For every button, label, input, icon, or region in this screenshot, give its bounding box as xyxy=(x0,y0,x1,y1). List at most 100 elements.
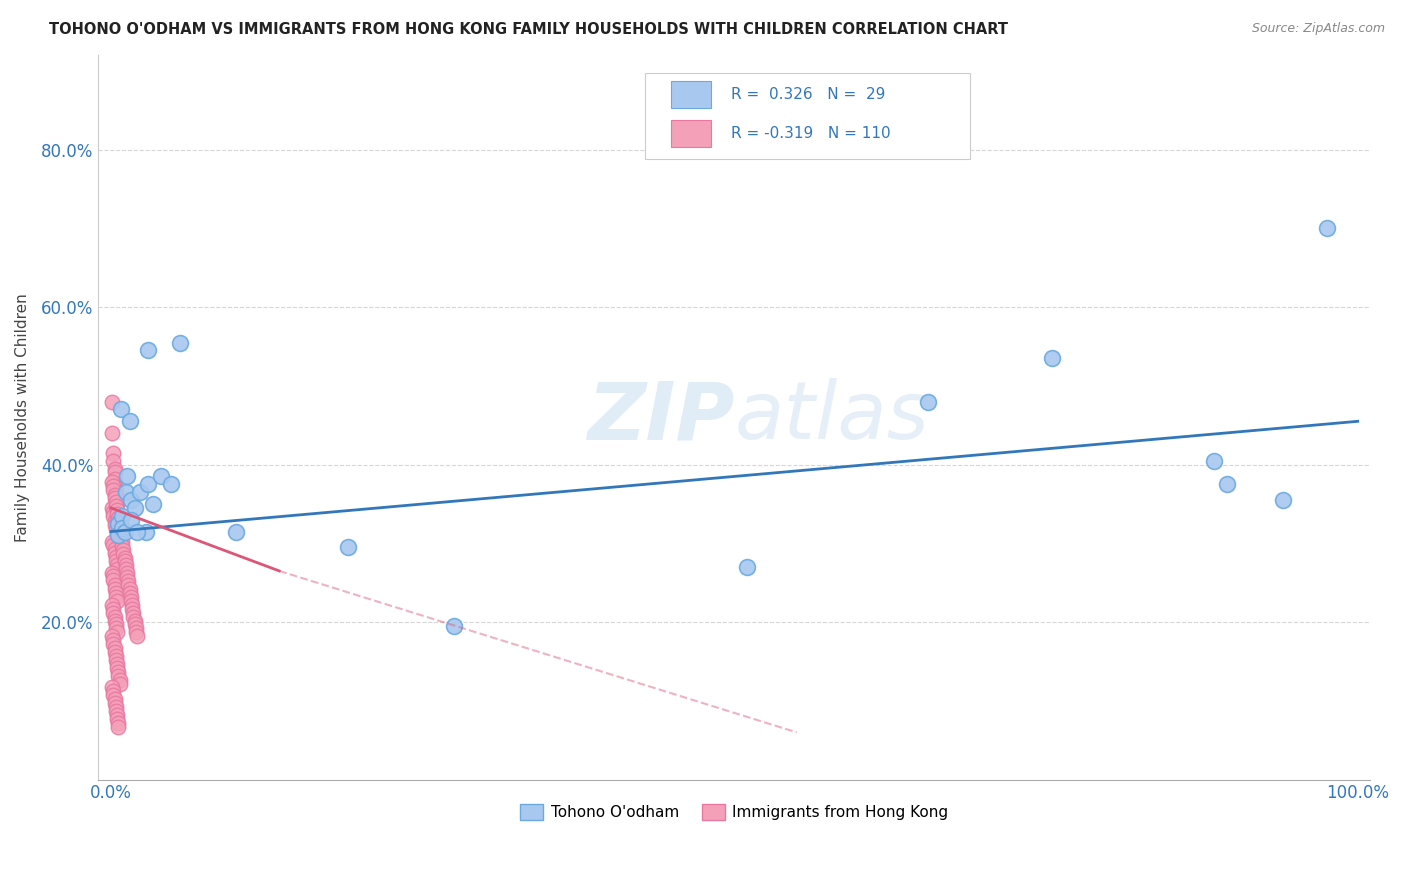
Point xyxy=(127,524,149,539)
Point xyxy=(114,524,136,539)
Point xyxy=(103,601,125,615)
Point xyxy=(104,609,127,624)
Text: Source: ZipAtlas.com: Source: ZipAtlas.com xyxy=(1251,22,1385,36)
Point xyxy=(103,508,125,523)
Point xyxy=(149,469,172,483)
Point xyxy=(104,617,127,632)
Point xyxy=(1315,221,1337,235)
Point xyxy=(127,629,149,643)
Text: atlas: atlas xyxy=(734,378,929,457)
Point xyxy=(110,402,132,417)
Point xyxy=(104,614,127,628)
Point xyxy=(115,566,138,581)
Point xyxy=(104,495,127,509)
Point xyxy=(101,566,124,580)
Point xyxy=(121,601,143,615)
Point xyxy=(120,513,142,527)
Point xyxy=(104,518,127,533)
Point xyxy=(118,414,141,428)
Point xyxy=(110,531,132,545)
Point xyxy=(107,668,129,682)
Point xyxy=(107,528,129,542)
Point xyxy=(1271,493,1294,508)
Point xyxy=(104,487,127,501)
Point xyxy=(103,505,125,519)
Point xyxy=(111,534,134,549)
Y-axis label: Family Households with Children: Family Households with Children xyxy=(15,293,30,541)
Point xyxy=(104,554,127,568)
Point xyxy=(1040,351,1063,366)
Point xyxy=(336,541,359,555)
Point xyxy=(107,515,129,529)
Point xyxy=(120,590,142,604)
Point xyxy=(114,554,136,568)
Point xyxy=(128,485,150,500)
Point xyxy=(103,483,125,497)
Point xyxy=(105,503,128,517)
Point xyxy=(105,497,128,511)
Point xyxy=(104,582,127,596)
Point xyxy=(124,614,146,628)
Point xyxy=(103,479,125,493)
Point xyxy=(105,625,128,640)
Point xyxy=(104,549,127,564)
Point xyxy=(104,472,127,486)
Point xyxy=(104,500,127,514)
Point xyxy=(101,598,124,612)
Point xyxy=(120,594,142,608)
Point xyxy=(104,487,127,501)
Point xyxy=(115,485,138,500)
Point xyxy=(111,508,134,523)
Point xyxy=(103,633,125,648)
Point xyxy=(111,520,134,534)
Bar xyxy=(671,80,711,108)
Point xyxy=(443,619,465,633)
Point xyxy=(125,625,148,640)
Point xyxy=(159,477,181,491)
Point xyxy=(101,500,124,515)
Point xyxy=(142,497,165,511)
Point xyxy=(104,696,127,710)
Point xyxy=(104,700,127,714)
Point xyxy=(107,720,129,734)
Point xyxy=(104,704,127,718)
Point xyxy=(105,507,128,521)
Point xyxy=(107,665,129,679)
Point xyxy=(108,673,131,687)
Point xyxy=(105,562,128,576)
Point xyxy=(104,653,127,667)
Point xyxy=(104,621,127,635)
Point xyxy=(104,578,127,592)
Point xyxy=(114,550,136,565)
Point xyxy=(104,522,127,536)
Point xyxy=(110,527,132,541)
Point xyxy=(107,516,129,531)
Point xyxy=(117,574,139,589)
Point xyxy=(112,547,135,561)
Point xyxy=(118,582,141,596)
Point xyxy=(735,560,758,574)
Point xyxy=(115,469,138,483)
Point xyxy=(118,586,141,600)
Point xyxy=(112,542,135,557)
Point xyxy=(115,562,138,576)
Point xyxy=(101,394,124,409)
Point xyxy=(135,524,157,539)
Text: R =  0.326   N =  29: R = 0.326 N = 29 xyxy=(731,87,884,102)
Point xyxy=(105,531,128,545)
Point xyxy=(101,534,124,549)
Point xyxy=(105,708,128,723)
Point xyxy=(103,684,125,698)
Text: R = -0.319   N = 110: R = -0.319 N = 110 xyxy=(731,126,890,141)
Point xyxy=(107,511,129,525)
Point xyxy=(101,629,124,643)
Point xyxy=(104,466,127,480)
Point xyxy=(125,621,148,635)
Point xyxy=(103,606,125,620)
Point xyxy=(122,609,145,624)
FancyBboxPatch shape xyxy=(645,73,970,159)
Point xyxy=(105,661,128,675)
Point xyxy=(104,541,127,556)
Point xyxy=(104,461,127,475)
Point xyxy=(917,394,939,409)
